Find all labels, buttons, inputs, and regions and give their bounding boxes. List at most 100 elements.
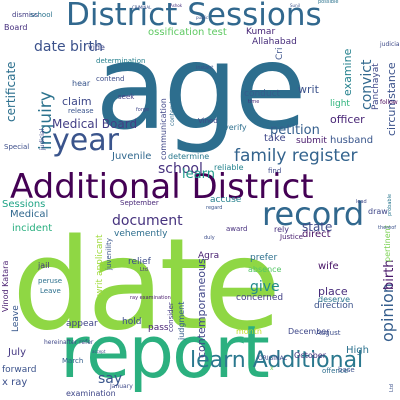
word-july: July [8, 347, 26, 358]
word-possible: Sunil [290, 3, 300, 8]
word-follow: follow [380, 99, 398, 106]
word-petition: petition [270, 123, 320, 138]
word-cri: vide [88, 43, 105, 52]
word-vehemently: vehemently [114, 229, 168, 239]
word-vinod: Vinod [198, 117, 218, 125]
word-probable: ray examination [130, 295, 171, 301]
word-sessions: Sessions [2, 199, 46, 210]
word-direction: direction [314, 301, 354, 311]
word-school: school [158, 161, 203, 177]
word-base: offence [322, 367, 349, 375]
word-leave: Leave [40, 287, 61, 295]
word-ray-examination: communication [159, 98, 168, 160]
word-offence: August [316, 329, 341, 337]
word-special: Special [4, 143, 30, 151]
word-original: ORIGINAL [258, 355, 288, 362]
word-release: release [68, 107, 94, 115]
word-allahabad: Allahabad [252, 37, 297, 47]
word-shukla: Ltd [389, 384, 395, 392]
word-consider: judgment [177, 301, 186, 340]
word-state: state [302, 220, 333, 234]
word-justice: Justice [280, 233, 303, 241]
word-vide: Cri [275, 47, 285, 61]
word-certificate: certificate [4, 61, 18, 122]
word-husband: husband [330, 135, 374, 146]
word-dismiss: dismiss [12, 11, 39, 19]
word-determination: determination [96, 57, 146, 65]
word-communication: contend [169, 101, 176, 126]
word-december: December [288, 327, 330, 336]
word-writ: writ [298, 83, 319, 96]
word-instant: judicial [39, 128, 46, 150]
word-reliance: Ltd [140, 267, 148, 273]
word-peruse: peruse [38, 277, 63, 285]
word-lead: time [248, 99, 260, 105]
word-reliable: reliable [214, 163, 244, 172]
word-ossification-test: ossification test [148, 27, 227, 38]
word-opinion: opinion [378, 283, 397, 342]
word-hear: hear [72, 79, 91, 88]
word-writ-applicant: writ applicant [95, 234, 105, 296]
word-relief: relief [128, 257, 151, 267]
word-absence: absence [248, 265, 282, 274]
word-conduct: conduct [244, 89, 281, 99]
word-learn-additional: learn Additional [190, 348, 364, 373]
word-vinod-katara: Vinod Katara [1, 260, 10, 312]
word-kumar: Kumar [246, 27, 276, 37]
word-hold: hold [122, 317, 142, 327]
word-september: September [120, 199, 159, 207]
word-october: October [294, 351, 327, 360]
word-date: date [12, 211, 281, 358]
word-give: give [250, 279, 280, 295]
word-consequence: possible [318, 0, 339, 5]
word-hereinafter-refer: juvenility [105, 238, 113, 270]
word-school-small: school [30, 11, 53, 19]
word-wife: wife [318, 261, 339, 272]
word-family-register: family register [234, 146, 358, 166]
word-contend: month [236, 327, 262, 336]
word-document: document [112, 213, 183, 229]
word-medical: Medical [10, 209, 49, 220]
word-place: place [318, 285, 348, 298]
word-take: take [264, 133, 286, 144]
word-time: judicial [380, 41, 400, 48]
word-prefer: prefer [250, 253, 278, 263]
word-medical-board: Medical Board [52, 117, 138, 131]
word-light: light [330, 99, 350, 109]
word-rely: rely [274, 225, 289, 234]
word-ltd: thereof [378, 225, 397, 231]
word-month: January [110, 383, 133, 390]
word-duly: lead [356, 199, 367, 205]
word-claim: claim [62, 95, 92, 108]
word-examine: examine [341, 48, 354, 96]
word-verify: verify [224, 123, 247, 132]
word-examination: examination [66, 389, 116, 398]
word-determine: determine [168, 152, 210, 161]
word-public: Ashok [170, 3, 183, 8]
word-forge: duly [204, 235, 215, 241]
word-pass: pass [148, 323, 169, 333]
word-accept: forge [136, 107, 150, 113]
word-find: find [268, 167, 282, 175]
word-submit: submit [296, 136, 327, 146]
word-birth: birth [382, 259, 397, 290]
word-contemporaneous: contemporaneous [195, 258, 208, 358]
word-forward: forward [2, 365, 37, 375]
word-thereof: instant [196, 65, 214, 71]
word-age: age [95, 18, 307, 156]
word-sunil: CRIMINAL [132, 5, 152, 10]
word-pertinent: consider [167, 302, 175, 332]
word-ashok: probable [387, 193, 393, 216]
word-deserve: deserve [318, 295, 351, 304]
word-district-sessions: District Sessions [66, 0, 322, 33]
word-concerned: concerned [236, 293, 284, 303]
word-january: x [270, 365, 274, 372]
word-learn: learn [182, 167, 215, 182]
word-high: High [346, 345, 369, 356]
word-date-birth: date birth [34, 39, 103, 55]
word-march: March [62, 357, 84, 365]
word-judicial: public [196, 15, 209, 20]
word-seek: seek [118, 93, 135, 101]
word-x: base [338, 366, 355, 374]
